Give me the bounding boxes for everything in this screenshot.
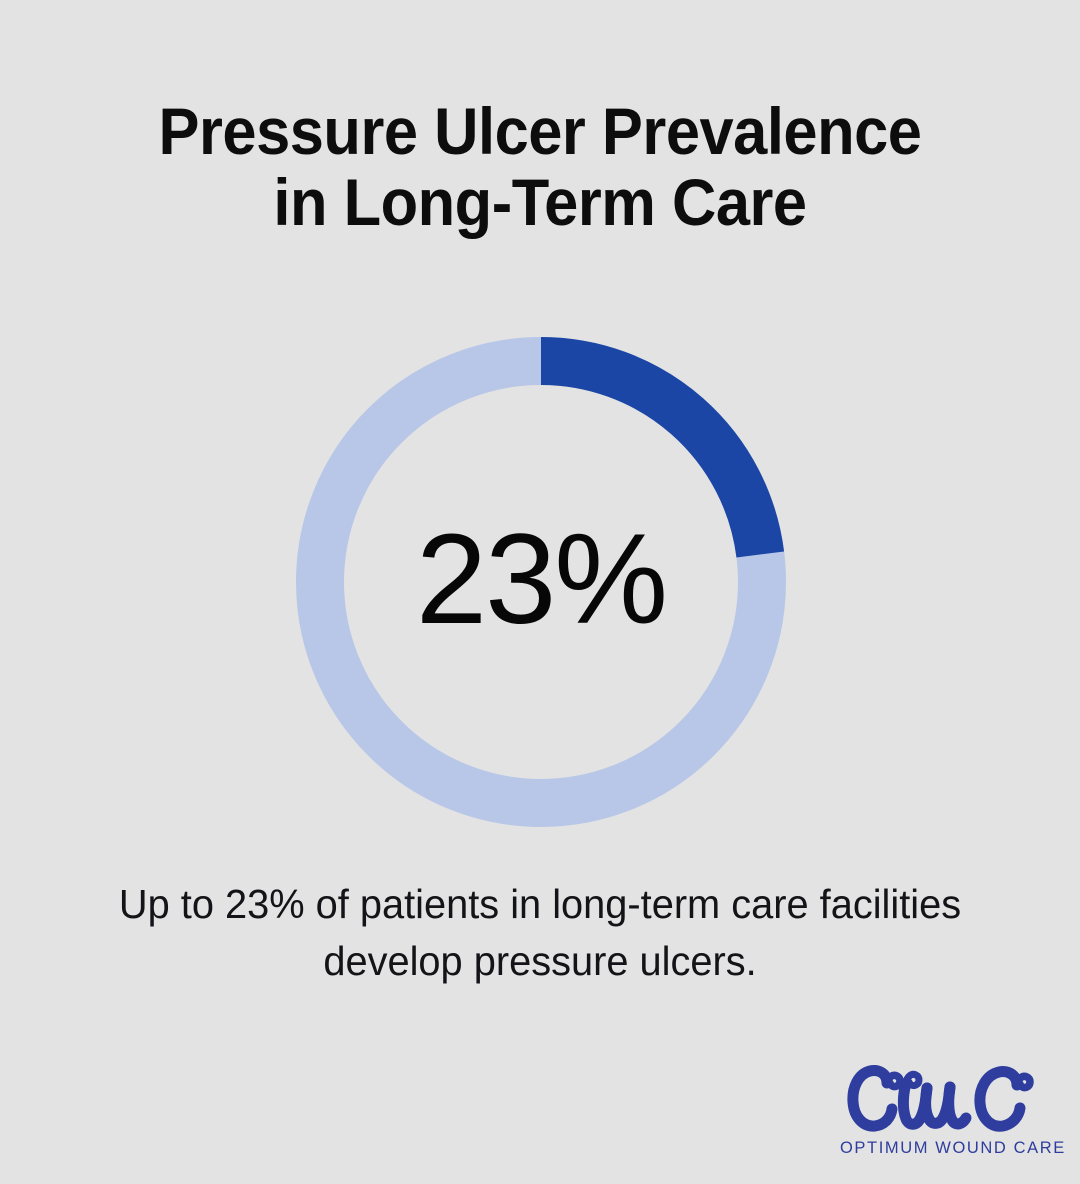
donut-chart-svg (296, 337, 786, 827)
page-title-line-2: in Long-Term Care (273, 165, 807, 240)
page-title-line-1: Pressure Ulcer Prevalence (158, 94, 922, 168)
donut-chart: 23% (296, 337, 786, 827)
brand-logo: OPTIMUM WOUND CARE (840, 1061, 1066, 1158)
owc-logo-icon (847, 1065, 1034, 1132)
caption-text: Up to 23% of patients in long-term care … (118, 881, 962, 984)
page-title: Pressure Ulcer Prevalence in Long-Term C… (0, 94, 1080, 240)
donut-center-label-wrap: 23% (296, 337, 786, 827)
donut-center-value: 23% (415, 508, 668, 651)
donut-value-segment (296, 337, 786, 827)
logo-tagline: OPTIMUM WOUND CARE (840, 1139, 1066, 1157)
